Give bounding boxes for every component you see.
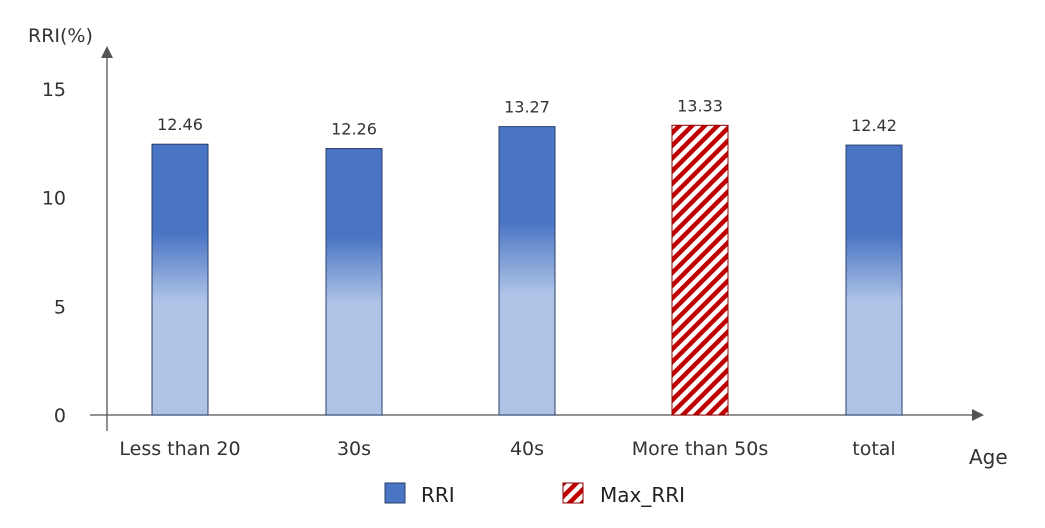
bar-rri: [325, 148, 383, 416]
legend-label-max-rri: Max_RRI: [600, 483, 685, 507]
data-labels: 12.46 12.26 13.27 13.33 12.42: [157, 96, 897, 138]
y-tick-label: 5: [54, 296, 66, 318]
legend: RRI Max_RRI: [384, 482, 685, 507]
y-axis-arrow: [101, 46, 113, 58]
x-tick-label: 30s: [337, 438, 371, 460]
x-tick-label: 40s: [510, 438, 544, 460]
x-axis-label: Age: [969, 445, 1008, 469]
data-label: 12.42: [851, 116, 897, 135]
x-axis-arrow: [972, 409, 984, 421]
x-tick-label: More than 50s: [632, 438, 768, 460]
x-tick-label: Less than 20: [119, 438, 240, 460]
y-tick-label: 0: [54, 405, 66, 427]
x-tick-labels: Less than 20 30s 40s More than 50s total: [119, 438, 895, 460]
data-label: 13.27: [504, 98, 550, 117]
bar-rri: [151, 143, 209, 416]
data-label: 12.46: [157, 115, 203, 134]
y-tick-label: 15: [42, 79, 66, 101]
legend-label-rri: RRI: [421, 483, 455, 507]
x-tick-label: total: [852, 438, 895, 460]
bar-rri: [498, 126, 556, 416]
data-label: 13.33: [677, 96, 723, 115]
bar-max-rri: [671, 124, 729, 416]
y-axis-label: RRI(%): [28, 25, 93, 47]
legend-swatch-max-rri: [562, 482, 584, 504]
legend-swatch-rri: [384, 482, 406, 504]
bars: [151, 124, 903, 416]
bar-rri: [845, 144, 903, 416]
y-tick-labels: 0 5 10 15: [42, 79, 66, 427]
data-label: 12.26: [331, 120, 377, 139]
y-tick-label: 10: [42, 188, 66, 210]
